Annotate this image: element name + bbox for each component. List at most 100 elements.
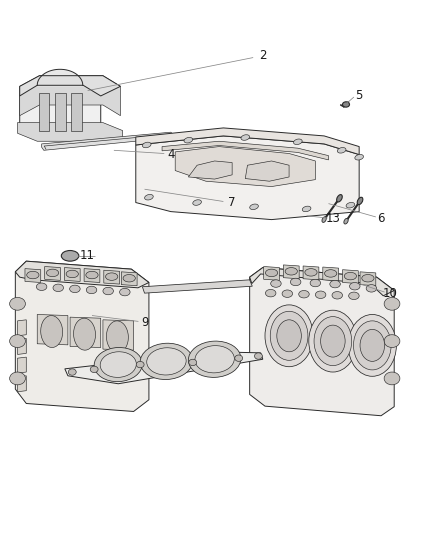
Polygon shape bbox=[175, 147, 315, 187]
Ellipse shape bbox=[66, 270, 78, 278]
Polygon shape bbox=[142, 280, 252, 293]
Polygon shape bbox=[18, 320, 26, 336]
Ellipse shape bbox=[349, 292, 359, 300]
Ellipse shape bbox=[348, 314, 396, 376]
Ellipse shape bbox=[189, 359, 197, 366]
Ellipse shape bbox=[195, 345, 234, 373]
Ellipse shape bbox=[366, 285, 377, 292]
Ellipse shape bbox=[250, 204, 258, 209]
Ellipse shape bbox=[68, 369, 76, 375]
Ellipse shape bbox=[337, 148, 346, 153]
Polygon shape bbox=[25, 269, 41, 282]
Ellipse shape bbox=[344, 219, 348, 224]
Ellipse shape bbox=[188, 341, 241, 377]
Polygon shape bbox=[343, 270, 358, 284]
Polygon shape bbox=[65, 352, 263, 384]
Ellipse shape bbox=[145, 195, 153, 200]
Polygon shape bbox=[42, 132, 173, 150]
Ellipse shape bbox=[86, 271, 98, 279]
Ellipse shape bbox=[315, 291, 326, 298]
Polygon shape bbox=[121, 272, 137, 286]
Ellipse shape bbox=[305, 269, 317, 276]
Ellipse shape bbox=[270, 311, 308, 360]
Ellipse shape bbox=[27, 271, 39, 279]
Ellipse shape bbox=[106, 321, 128, 353]
Ellipse shape bbox=[271, 280, 281, 287]
Polygon shape bbox=[136, 136, 359, 220]
Ellipse shape bbox=[61, 251, 79, 261]
Polygon shape bbox=[45, 266, 60, 280]
Ellipse shape bbox=[53, 284, 64, 292]
Ellipse shape bbox=[235, 355, 243, 361]
Ellipse shape bbox=[36, 283, 47, 290]
Ellipse shape bbox=[384, 297, 400, 310]
Ellipse shape bbox=[309, 310, 357, 372]
Ellipse shape bbox=[10, 297, 25, 310]
Polygon shape bbox=[136, 128, 359, 155]
Ellipse shape bbox=[350, 282, 360, 290]
Polygon shape bbox=[323, 267, 339, 281]
Polygon shape bbox=[70, 317, 101, 348]
Ellipse shape bbox=[70, 285, 80, 293]
Text: 5: 5 bbox=[356, 90, 363, 102]
Text: 4: 4 bbox=[167, 148, 175, 161]
Ellipse shape bbox=[136, 361, 144, 368]
Ellipse shape bbox=[325, 270, 337, 277]
Polygon shape bbox=[20, 76, 120, 116]
Polygon shape bbox=[303, 266, 319, 280]
Ellipse shape bbox=[290, 278, 301, 286]
Ellipse shape bbox=[332, 292, 343, 299]
Polygon shape bbox=[162, 141, 328, 160]
Polygon shape bbox=[15, 261, 149, 411]
Ellipse shape bbox=[184, 138, 193, 143]
Ellipse shape bbox=[10, 335, 25, 348]
Ellipse shape bbox=[384, 372, 400, 385]
Polygon shape bbox=[264, 266, 279, 280]
Polygon shape bbox=[360, 272, 376, 286]
Ellipse shape bbox=[299, 290, 309, 298]
Ellipse shape bbox=[241, 135, 250, 140]
Ellipse shape bbox=[322, 217, 326, 222]
Polygon shape bbox=[20, 76, 120, 96]
Polygon shape bbox=[39, 93, 49, 131]
Text: 10: 10 bbox=[382, 287, 397, 300]
Polygon shape bbox=[15, 261, 149, 288]
Ellipse shape bbox=[302, 206, 311, 212]
Ellipse shape bbox=[74, 318, 95, 350]
Ellipse shape bbox=[100, 352, 136, 377]
Ellipse shape bbox=[41, 316, 63, 348]
Ellipse shape bbox=[384, 335, 400, 348]
Ellipse shape bbox=[282, 290, 293, 297]
Polygon shape bbox=[188, 161, 232, 179]
Polygon shape bbox=[64, 268, 80, 281]
Polygon shape bbox=[104, 270, 120, 284]
Ellipse shape bbox=[310, 279, 321, 287]
Ellipse shape bbox=[90, 366, 98, 373]
Ellipse shape bbox=[94, 348, 142, 382]
Ellipse shape bbox=[120, 288, 130, 296]
Ellipse shape bbox=[277, 320, 301, 352]
Ellipse shape bbox=[10, 372, 25, 385]
Polygon shape bbox=[84, 269, 100, 282]
Ellipse shape bbox=[265, 305, 313, 367]
Text: 2: 2 bbox=[259, 50, 267, 62]
Ellipse shape bbox=[140, 343, 193, 379]
Text: 7: 7 bbox=[228, 196, 236, 209]
Ellipse shape bbox=[293, 139, 302, 144]
Ellipse shape bbox=[344, 272, 357, 280]
Ellipse shape bbox=[103, 287, 113, 295]
Text: 13: 13 bbox=[325, 212, 340, 225]
Polygon shape bbox=[37, 314, 68, 345]
Polygon shape bbox=[18, 357, 26, 373]
Ellipse shape bbox=[355, 155, 364, 160]
Ellipse shape bbox=[321, 325, 345, 357]
Ellipse shape bbox=[314, 317, 352, 366]
Polygon shape bbox=[18, 123, 123, 141]
Ellipse shape bbox=[123, 274, 135, 282]
Ellipse shape bbox=[265, 269, 278, 277]
Ellipse shape bbox=[285, 268, 297, 275]
Ellipse shape bbox=[353, 321, 391, 370]
Text: 11: 11 bbox=[80, 249, 95, 262]
Ellipse shape bbox=[362, 274, 374, 282]
Polygon shape bbox=[245, 161, 289, 181]
